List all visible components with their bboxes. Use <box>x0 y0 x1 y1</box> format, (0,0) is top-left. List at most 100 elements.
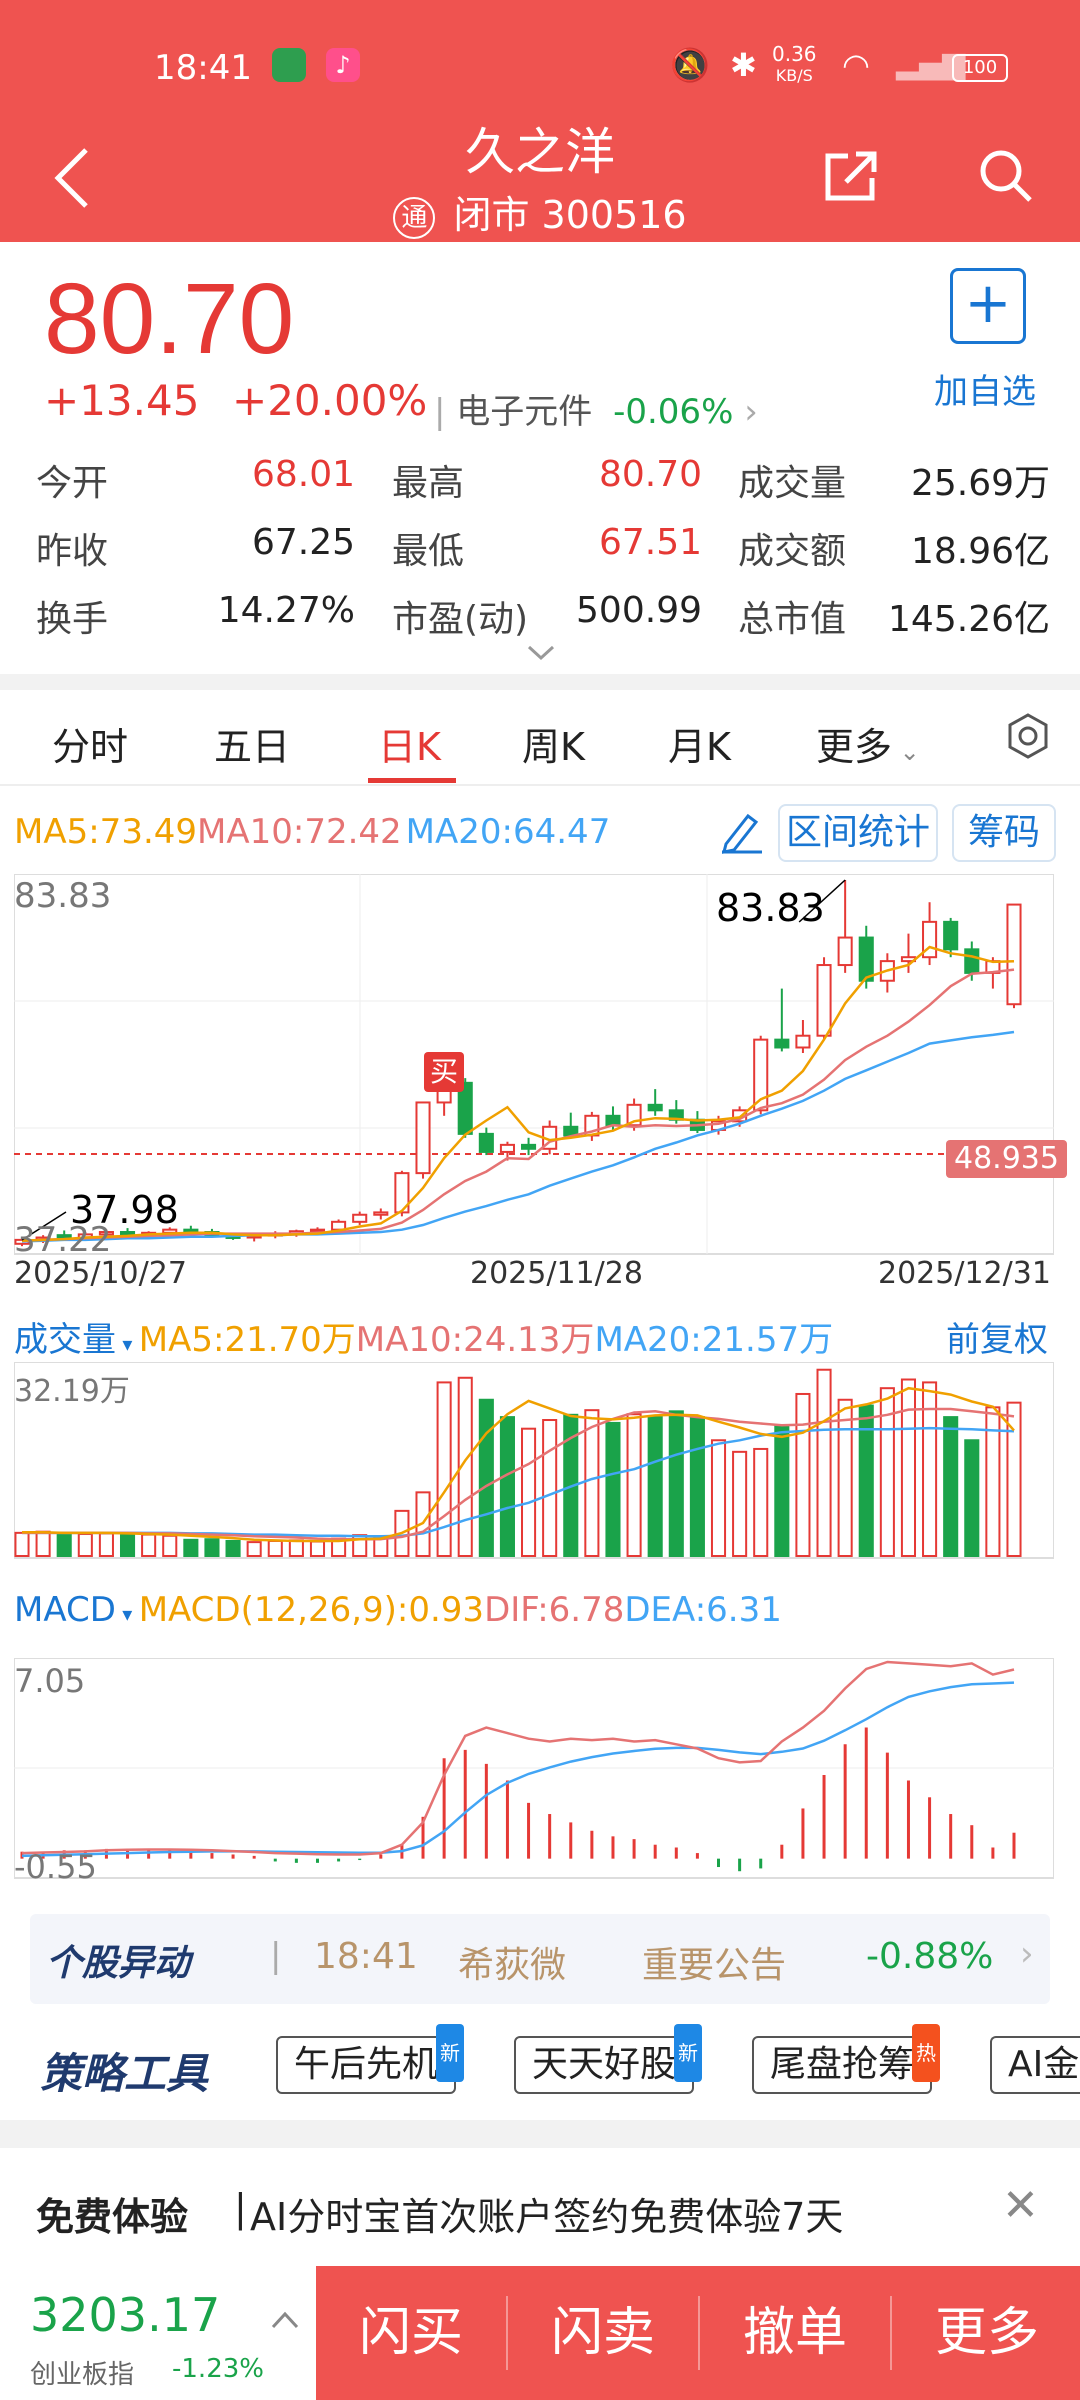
adjust-mode-button[interactable]: 前复权 <box>946 1320 1048 1360</box>
price-change-pct: +20.00% <box>232 376 428 425</box>
volume-bar <box>162 1534 178 1557</box>
tab-monthly-k[interactable]: 月K <box>668 725 731 769</box>
last-price: 80.70 <box>44 263 295 375</box>
share-icon[interactable] <box>822 148 880 204</box>
tool-label: 尾盘抢筹 <box>770 2044 915 2085</box>
alert-stock: 希荻微 <box>458 1945 567 1986</box>
chips-button[interactable]: 筹码 <box>952 804 1056 862</box>
stock-alert-bar[interactable]: 个股异动 | 18:41 希荻微 重要公告 -0.88% › <box>30 1914 1050 2004</box>
date-mid: 2025/11/28 <box>470 1256 643 1291</box>
volume-bar <box>267 1539 283 1557</box>
mute-icon: 🔕 <box>670 46 710 84</box>
ma10-label: MA10:72.42 <box>197 812 402 852</box>
stat-value: 25.69万 <box>910 463 1050 504</box>
stat-label: 昨收 <box>36 531 109 572</box>
vol-ma10-label: MA10:24.13万 <box>355 1320 595 1360</box>
tab-five-day[interactable]: 五日 <box>214 725 291 769</box>
chevron-down-icon: ⌄ <box>892 738 920 766</box>
stat-value: 67.51 <box>598 522 702 563</box>
clock: 18:41 <box>154 48 252 88</box>
search-icon[interactable] <box>978 148 1034 204</box>
buy-marker[interactable]: 买 <box>424 1052 464 1092</box>
dropdown-icon[interactable]: ▾ <box>115 1602 139 1626</box>
stat-label: 市盈(动) <box>392 599 529 640</box>
candle-body <box>499 1143 515 1153</box>
stat-value: 145.26亿 <box>888 599 1050 640</box>
macd-chart[interactable] <box>14 1658 1054 1898</box>
index-widget[interactable]: 3203.17 创业板指 -1.23% <box>0 2266 316 2400</box>
flash-sell-button[interactable]: 闪卖 <box>550 2303 655 2363</box>
volume-bar <box>98 1532 114 1557</box>
tool-label: 天天好股 <box>532 2044 677 2085</box>
promo-text: AI分时宝首次账户签约免费体验7天 <box>250 2195 844 2239</box>
new-badge: 新 <box>436 2024 465 2082</box>
settings-icon[interactable] <box>1004 712 1052 760</box>
tool-afternoon[interactable]: 午后先机新 <box>276 2024 465 2094</box>
macd-y-high: 7.05 <box>14 1662 86 1700</box>
index-change: -1.23% <box>172 2354 264 2384</box>
volume-bar <box>436 1381 452 1557</box>
volume-bar <box>816 1368 832 1557</box>
candle-body <box>774 1038 790 1049</box>
high-annotation: 83.83 <box>716 886 825 930</box>
close-icon[interactable]: ✕ <box>1002 2180 1039 2231</box>
plot-frame <box>14 1362 1054 1559</box>
dif-label: DIF:6.78 <box>484 1590 625 1630</box>
kline-chart[interactable] <box>14 874 1054 1264</box>
pencil-icon[interactable] <box>718 808 764 854</box>
index-name: 创业板指 <box>30 2360 135 2390</box>
volume-bar <box>774 1424 790 1557</box>
tool-closing-rush[interactable]: 尾盘抢筹热 <box>752 2024 941 2094</box>
volume-bar <box>626 1413 642 1557</box>
chevron-up-icon[interactable] <box>270 2310 300 2330</box>
tool-ai[interactable]: AI金 <box>990 2036 1080 2094</box>
back-icon[interactable] <box>52 146 92 210</box>
volume-bar <box>542 1419 558 1557</box>
dea-line <box>21 1681 1015 1858</box>
stat-label: 成交量 <box>738 463 847 504</box>
flash-buy-button[interactable]: 闪买 <box>358 2303 463 2363</box>
plot-frame <box>14 874 1054 1255</box>
candle-body <box>309 1228 326 1233</box>
add-watch-button[interactable]: + <box>950 268 1026 344</box>
sector-info[interactable]: | 电子元件 -0.06% › <box>434 384 758 433</box>
candle-body <box>98 1231 114 1236</box>
add-watch-label[interactable]: 加自选 <box>934 372 1036 412</box>
candle-body <box>795 1034 811 1049</box>
volume-bar <box>647 1416 663 1557</box>
tab-more[interactable]: 更多 ⌄ <box>816 716 920 771</box>
chevron-right-icon: › <box>744 392 758 432</box>
more-button[interactable]: 更多 <box>934 2303 1039 2363</box>
divider <box>890 2296 892 2370</box>
tab-weekly-k[interactable]: 周K <box>522 725 585 769</box>
sector-change: -0.06% <box>613 392 734 432</box>
tab-intraday[interactable]: 分时 <box>52 725 129 769</box>
vol-ma5-line <box>22 1386 1015 1543</box>
interval-stats-button[interactable]: 区间统计 <box>778 804 938 862</box>
cancel-order-button[interactable]: 撤单 <box>742 2303 847 2363</box>
candle-body <box>521 1143 537 1150</box>
volume-bar <box>204 1538 220 1557</box>
tool-daily-picks[interactable]: 天天好股新 <box>514 2024 703 2094</box>
volume-bar <box>521 1427 537 1557</box>
macd-label[interactable]: MACD <box>14 1590 116 1630</box>
tab-daily-k[interactable]: 日K <box>378 725 441 769</box>
volume-bar <box>119 1534 136 1558</box>
volume-chart[interactable] <box>14 1362 1054 1562</box>
y-axis-low: 37.22 <box>14 1220 112 1260</box>
divider <box>506 2296 508 2370</box>
candle-body <box>858 936 874 982</box>
dif-line <box>21 1660 1015 1856</box>
volume-bar <box>732 1450 748 1557</box>
tab-more-label: 更多 <box>816 725 893 769</box>
volume-bar <box>309 1540 326 1558</box>
stat-value: 68.01 <box>251 454 355 495</box>
volume-bar <box>710 1439 727 1557</box>
news-tools-card: 个股异动 | 18:41 希荻微 重要公告 -0.88% › 策略工具 <box>0 1910 1080 2120</box>
tool-label: 午后先机 <box>294 2044 439 2085</box>
vol-y-high: 32.19万 <box>14 1374 130 1409</box>
dropdown-icon[interactable]: ▾ <box>116 1332 139 1356</box>
promo-banner[interactable]: 免费体验 | AI分时宝首次账户签约免费体验7天 ✕ <box>0 2148 1080 2266</box>
volume-label[interactable]: 成交量 <box>14 1320 116 1360</box>
chevron-down-icon[interactable] <box>526 644 556 662</box>
